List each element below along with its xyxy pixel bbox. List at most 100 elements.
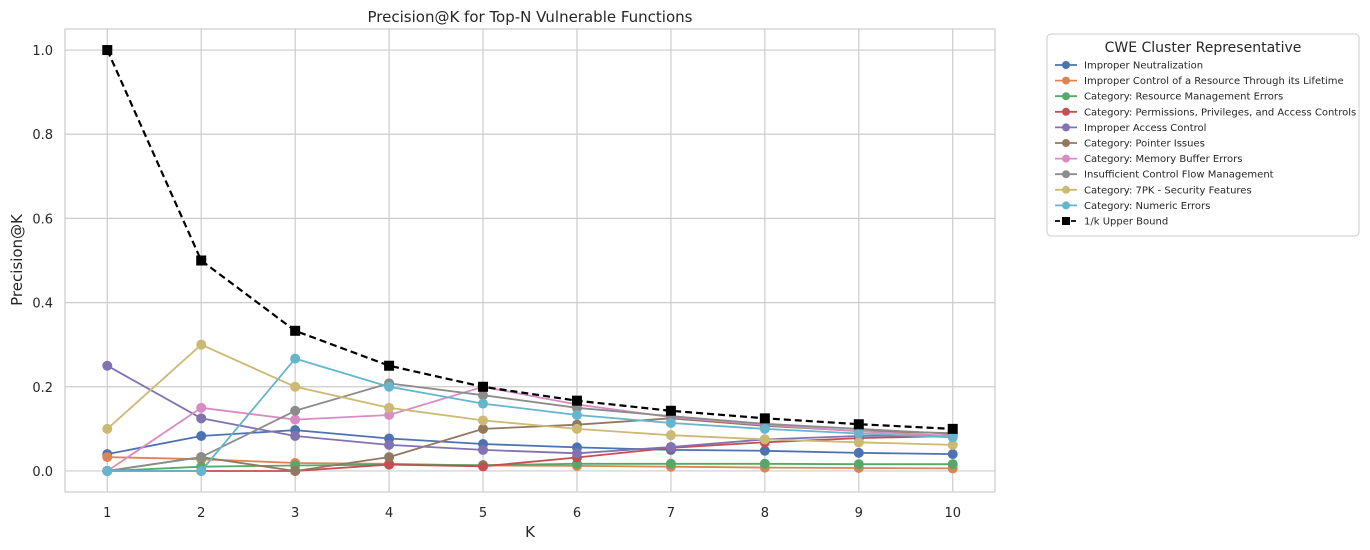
data-point	[571, 448, 582, 459]
data-point	[759, 458, 770, 469]
series-10	[102, 45, 958, 434]
legend-item: Category: Memory Buffer Errors	[1055, 154, 1242, 165]
legend-label: Insufficient Control Flow Management	[1084, 170, 1274, 181]
data-point	[290, 381, 301, 392]
data-point	[196, 452, 207, 463]
y-tick-labels: 0.0 0.2 0.4 0.6 0.8 1.0	[32, 44, 53, 480]
data-point	[665, 430, 676, 441]
y-tick-label: 0.0	[32, 465, 53, 480]
legend-item: Category: Pointer Issues	[1055, 139, 1205, 150]
data-point	[102, 465, 113, 476]
data-point	[759, 423, 770, 434]
legend: CWE Cluster Representative Improper Neut…	[1046, 33, 1360, 237]
y-tick-label: 1.0	[32, 44, 53, 59]
data-point	[665, 441, 676, 452]
legend-marker	[1062, 123, 1070, 132]
data-point	[290, 325, 301, 336]
series-line	[106, 343, 953, 446]
data-point	[384, 459, 395, 470]
x-tick-label: 10	[944, 506, 961, 521]
data-point	[947, 449, 958, 460]
data-point	[102, 452, 113, 463]
data-point	[947, 459, 958, 470]
x-axis-label: K	[525, 523, 536, 541]
plot-area	[64, 28, 996, 493]
data-point	[571, 395, 582, 406]
data-point	[102, 360, 113, 371]
data-point	[853, 419, 864, 430]
y-axis-label: Precision@K	[8, 213, 26, 306]
legend-label: Category: 7PK - Security Features	[1084, 185, 1252, 196]
data-point	[478, 444, 489, 455]
series-lines	[102, 45, 958, 476]
legend-marker	[1062, 92, 1070, 101]
data-point	[478, 390, 489, 401]
data-point	[384, 360, 395, 371]
legend-title: CWE Cluster Representative	[1105, 40, 1302, 56]
data-point	[571, 423, 582, 434]
data-point	[853, 437, 864, 448]
data-point	[102, 423, 113, 434]
legend-marker	[1062, 201, 1070, 210]
data-point	[384, 402, 395, 413]
series-line	[107, 462, 953, 472]
legend-marker	[1062, 61, 1070, 69]
legend-items: Improper Neutralization Improper Control …	[1055, 61, 1356, 228]
data-point	[196, 255, 207, 266]
data-point	[759, 434, 770, 445]
x-tick-label: 8	[761, 506, 769, 521]
data-point	[665, 458, 676, 469]
x-tick-label: 4	[385, 506, 393, 521]
legend-item: 1/k Upper Bound	[1055, 217, 1168, 228]
x-tick-label: 3	[291, 506, 299, 521]
legend-marker	[1062, 139, 1070, 147]
data-point	[853, 447, 864, 458]
x-tick-label: 2	[197, 506, 205, 521]
legend-label: Improper Control of a Resource Through i…	[1084, 76, 1344, 87]
legend-marker	[1062, 217, 1070, 225]
series-line	[106, 49, 953, 430]
legend-label: Improper Neutralization	[1084, 61, 1203, 72]
data-point	[384, 409, 395, 420]
legend-label: Improper Access Control	[1084, 123, 1206, 134]
legend-label: Category: Memory Buffer Errors	[1084, 154, 1242, 165]
legend-item: Improper Access Control	[1055, 123, 1206, 134]
data-point	[478, 398, 489, 409]
y-tick-label: 0.6	[32, 212, 53, 227]
data-point	[290, 405, 301, 416]
legend-item: Insufficient Control Flow Management	[1055, 170, 1274, 181]
y-tick-label: 0.2	[32, 381, 53, 396]
y-tick-label: 0.4	[32, 297, 53, 312]
data-point	[759, 413, 770, 424]
data-point	[384, 381, 395, 392]
data-point	[665, 417, 676, 428]
data-point	[947, 439, 958, 450]
data-point	[290, 414, 301, 425]
data-point	[478, 381, 489, 392]
legend-label: Category: Resource Management Errors	[1084, 92, 1283, 103]
data-point	[196, 413, 207, 424]
data-point	[571, 409, 582, 420]
data-point	[196, 431, 207, 442]
data-point	[196, 402, 207, 413]
legend-marker	[1062, 76, 1070, 85]
chart-title: Precision@K for Top-N Vulnerable Functio…	[368, 8, 693, 26]
data-point	[853, 459, 864, 470]
legend-marker	[1062, 170, 1070, 179]
legend-frame	[1046, 33, 1360, 237]
series-line	[106, 364, 953, 455]
legend-item: Improper Neutralization	[1055, 61, 1203, 72]
x-tick-label: 6	[573, 506, 581, 521]
data-point	[759, 445, 770, 456]
data-point	[478, 461, 489, 472]
series-line	[107, 382, 953, 472]
data-point	[290, 353, 301, 364]
y-tick-label: 0.8	[32, 128, 53, 143]
legend-item: Improper Control of a Resource Through i…	[1055, 76, 1344, 87]
legend-marker	[1062, 107, 1070, 116]
x-tick-label: 7	[667, 506, 675, 521]
data-point	[947, 423, 958, 434]
data-point	[290, 431, 301, 442]
data-point	[384, 452, 395, 463]
data-point	[665, 405, 676, 416]
